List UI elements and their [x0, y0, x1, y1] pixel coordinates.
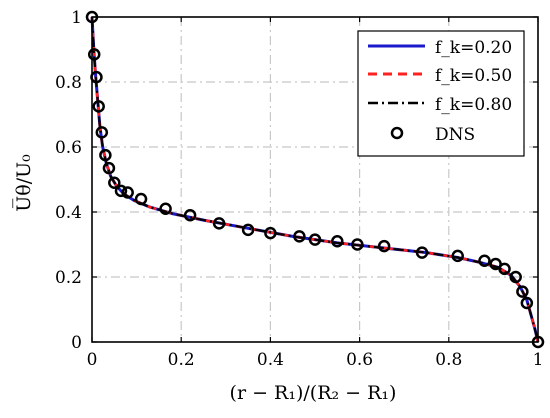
dns-marker — [308, 233, 322, 246]
dns-marker — [159, 202, 172, 215]
dns-marker — [99, 148, 112, 162]
dns-marker — [509, 270, 522, 284]
x-tick-label: 0.6 — [346, 350, 373, 370]
dns-marker — [183, 209, 197, 222]
grid — [92, 17, 538, 342]
plot-frame — [91, 16, 539, 343]
dns-marker — [293, 230, 306, 243]
dns-marker — [114, 184, 128, 198]
x-tick-label: 1 — [533, 350, 544, 370]
y-tick-label: 0.6 — [55, 138, 82, 158]
dns-marker — [331, 235, 344, 248]
legend-box — [357, 30, 525, 157]
dns-marker — [102, 161, 116, 175]
dns-marker — [498, 262, 511, 276]
dns-marker — [95, 126, 109, 139]
dns-marker — [134, 192, 148, 206]
dns-marker — [108, 176, 121, 189]
dns-marker — [351, 238, 364, 251]
dns-marker — [377, 239, 391, 253]
dns-marker — [489, 257, 502, 271]
legend-label-fk080: f_k=0.80 — [435, 95, 512, 115]
x-tick-label: 0.2 — [168, 350, 195, 370]
legend-marker-dns — [390, 126, 404, 140]
y-tick-label: 0.8 — [55, 73, 82, 93]
y-tick-label: 0.2 — [55, 268, 82, 288]
y-axis-label: U̅θ/U₀ — [13, 154, 35, 212]
dns-marker — [121, 186, 134, 199]
dns-marker — [92, 100, 105, 113]
legend-label-fk020: f_k=0.20 — [435, 38, 512, 58]
dns-marker — [451, 249, 464, 263]
dns-marker — [478, 254, 491, 267]
y-tick-label: 0.4 — [55, 203, 82, 223]
dns-marker — [212, 217, 226, 230]
dns-marker — [516, 285, 529, 298]
dns-marker — [264, 226, 277, 240]
y-tick-label: 0 — [71, 333, 82, 353]
legend-label-dns: DNS — [435, 125, 475, 145]
legend-label-fk050: f_k=0.50 — [435, 66, 512, 86]
dns-marker — [87, 48, 101, 61]
x-tick-label: 0.8 — [435, 350, 462, 370]
x-axis-label: (r − R₁)/(R₂ − R₁) — [230, 382, 397, 404]
dns-marker — [415, 246, 429, 259]
tick-labels: 0 0.2 0.4 0.6 0.8 1 0 0.2 0.4 0.6 0.8 1 — [55, 8, 543, 370]
dns-marker — [241, 223, 255, 237]
y-tick-label: 1 — [71, 8, 82, 28]
axis-ticks — [91, 16, 539, 343]
x-tick-label: 0.4 — [257, 350, 284, 370]
dns-marker — [520, 296, 534, 310]
x-tick-label: 0 — [87, 350, 98, 370]
legend: f_k=0.20 f_k=0.50 f_k=0.80 DNS — [357, 30, 525, 157]
